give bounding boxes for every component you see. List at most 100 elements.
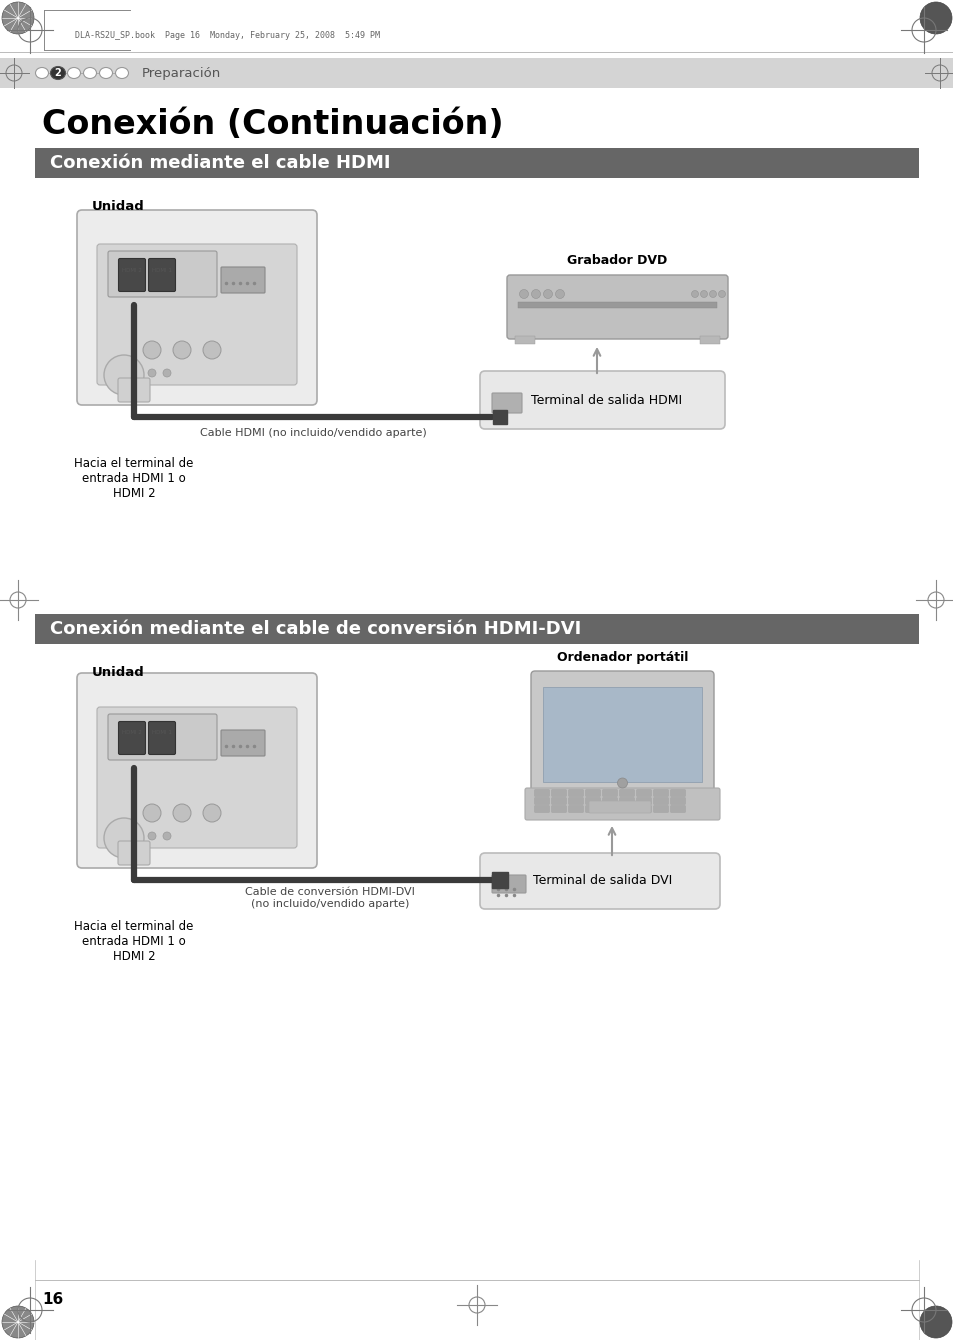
- FancyBboxPatch shape: [118, 259, 146, 292]
- FancyBboxPatch shape: [97, 708, 296, 848]
- Circle shape: [543, 289, 552, 299]
- FancyBboxPatch shape: [534, 797, 549, 804]
- Circle shape: [104, 817, 144, 858]
- Text: HDMI 2: HDMI 2: [122, 730, 142, 736]
- FancyBboxPatch shape: [602, 797, 617, 804]
- FancyBboxPatch shape: [551, 805, 566, 812]
- FancyBboxPatch shape: [619, 789, 634, 796]
- FancyBboxPatch shape: [585, 789, 599, 796]
- Bar: [35, 147, 918, 178]
- Ellipse shape: [84, 67, 96, 79]
- Circle shape: [148, 369, 156, 377]
- FancyBboxPatch shape: [77, 210, 316, 405]
- Circle shape: [104, 355, 144, 395]
- FancyBboxPatch shape: [670, 789, 684, 796]
- FancyBboxPatch shape: [551, 789, 566, 796]
- FancyBboxPatch shape: [524, 788, 720, 820]
- Text: Grabador DVD: Grabador DVD: [567, 253, 667, 267]
- FancyBboxPatch shape: [77, 673, 316, 868]
- Text: Unidad: Unidad: [91, 666, 145, 678]
- Text: Terminal de salida DVI: Terminal de salida DVI: [533, 875, 672, 887]
- Text: 2: 2: [54, 68, 61, 78]
- Bar: [515, 336, 535, 344]
- Text: Hacia el terminal de
entrada HDMI 1 o
HDMI 2: Hacia el terminal de entrada HDMI 1 o HD…: [74, 921, 193, 963]
- Text: Unidad: Unidad: [91, 201, 145, 213]
- FancyBboxPatch shape: [108, 251, 216, 297]
- FancyBboxPatch shape: [585, 797, 599, 804]
- FancyBboxPatch shape: [636, 797, 651, 804]
- FancyBboxPatch shape: [221, 267, 265, 293]
- Text: Cable de conversión HDMI-DVI
(no incluido/vendido aparte): Cable de conversión HDMI-DVI (no incluid…: [245, 887, 415, 909]
- FancyBboxPatch shape: [118, 842, 150, 866]
- Text: DLA-RS2U_SP.book  Page 16  Monday, February 25, 2008  5:49 PM: DLA-RS2U_SP.book Page 16 Monday, Februar…: [75, 31, 379, 39]
- Text: HDMI 1: HDMI 1: [152, 730, 172, 736]
- Bar: [35, 614, 918, 645]
- Circle shape: [919, 1, 951, 34]
- Circle shape: [203, 340, 221, 359]
- FancyBboxPatch shape: [588, 801, 650, 813]
- FancyBboxPatch shape: [636, 789, 651, 796]
- Bar: [517, 302, 717, 308]
- Text: Hacia el terminal de
entrada HDMI 1 o
HDMI 2: Hacia el terminal de entrada HDMI 1 o HD…: [74, 457, 193, 500]
- Ellipse shape: [115, 67, 129, 79]
- Circle shape: [2, 1, 34, 34]
- Circle shape: [163, 832, 171, 840]
- Text: Preparación: Preparación: [142, 67, 221, 79]
- FancyBboxPatch shape: [568, 805, 582, 812]
- FancyBboxPatch shape: [670, 797, 684, 804]
- Circle shape: [691, 291, 698, 297]
- FancyBboxPatch shape: [149, 259, 175, 292]
- Circle shape: [709, 291, 716, 297]
- Text: Conexión (Continuación): Conexión (Continuación): [42, 109, 503, 142]
- FancyBboxPatch shape: [492, 393, 521, 413]
- Ellipse shape: [68, 67, 80, 79]
- Circle shape: [172, 340, 191, 359]
- FancyBboxPatch shape: [97, 244, 296, 385]
- FancyBboxPatch shape: [479, 371, 724, 429]
- FancyBboxPatch shape: [221, 730, 265, 756]
- Text: Conexión mediante el cable HDMI: Conexión mediante el cable HDMI: [50, 154, 390, 172]
- Bar: [542, 687, 701, 783]
- FancyBboxPatch shape: [602, 805, 617, 812]
- Circle shape: [2, 1306, 34, 1339]
- Bar: [700, 336, 720, 344]
- Circle shape: [148, 832, 156, 840]
- FancyBboxPatch shape: [653, 797, 668, 804]
- Circle shape: [519, 289, 528, 299]
- FancyBboxPatch shape: [531, 671, 713, 795]
- FancyBboxPatch shape: [619, 805, 634, 812]
- Ellipse shape: [51, 67, 66, 79]
- FancyBboxPatch shape: [653, 805, 668, 812]
- FancyBboxPatch shape: [619, 797, 634, 804]
- Circle shape: [143, 804, 161, 821]
- Ellipse shape: [35, 67, 49, 79]
- Circle shape: [172, 804, 191, 821]
- FancyBboxPatch shape: [653, 789, 668, 796]
- FancyBboxPatch shape: [108, 714, 216, 760]
- FancyBboxPatch shape: [492, 875, 525, 892]
- FancyBboxPatch shape: [568, 797, 582, 804]
- Bar: [0, 58, 953, 88]
- FancyBboxPatch shape: [118, 378, 150, 402]
- Circle shape: [919, 1306, 951, 1339]
- FancyBboxPatch shape: [149, 721, 175, 754]
- FancyBboxPatch shape: [585, 805, 599, 812]
- Circle shape: [555, 289, 564, 299]
- FancyBboxPatch shape: [534, 805, 549, 812]
- Circle shape: [617, 779, 627, 788]
- Text: HDMI 2: HDMI 2: [122, 268, 142, 272]
- FancyBboxPatch shape: [506, 275, 727, 339]
- Circle shape: [700, 291, 707, 297]
- Text: HDMI 1: HDMI 1: [152, 268, 172, 272]
- FancyBboxPatch shape: [479, 854, 720, 909]
- Circle shape: [203, 804, 221, 821]
- Circle shape: [163, 369, 171, 377]
- Text: Terminal de salida HDMI: Terminal de salida HDMI: [531, 394, 681, 406]
- Text: Conexión mediante el cable de conversión HDMI-DVI: Conexión mediante el cable de conversión…: [50, 620, 580, 638]
- Circle shape: [718, 291, 724, 297]
- Ellipse shape: [99, 67, 112, 79]
- FancyBboxPatch shape: [551, 797, 566, 804]
- Text: Ordenador portátil: Ordenador portátil: [557, 650, 687, 663]
- FancyBboxPatch shape: [568, 789, 582, 796]
- FancyBboxPatch shape: [670, 805, 684, 812]
